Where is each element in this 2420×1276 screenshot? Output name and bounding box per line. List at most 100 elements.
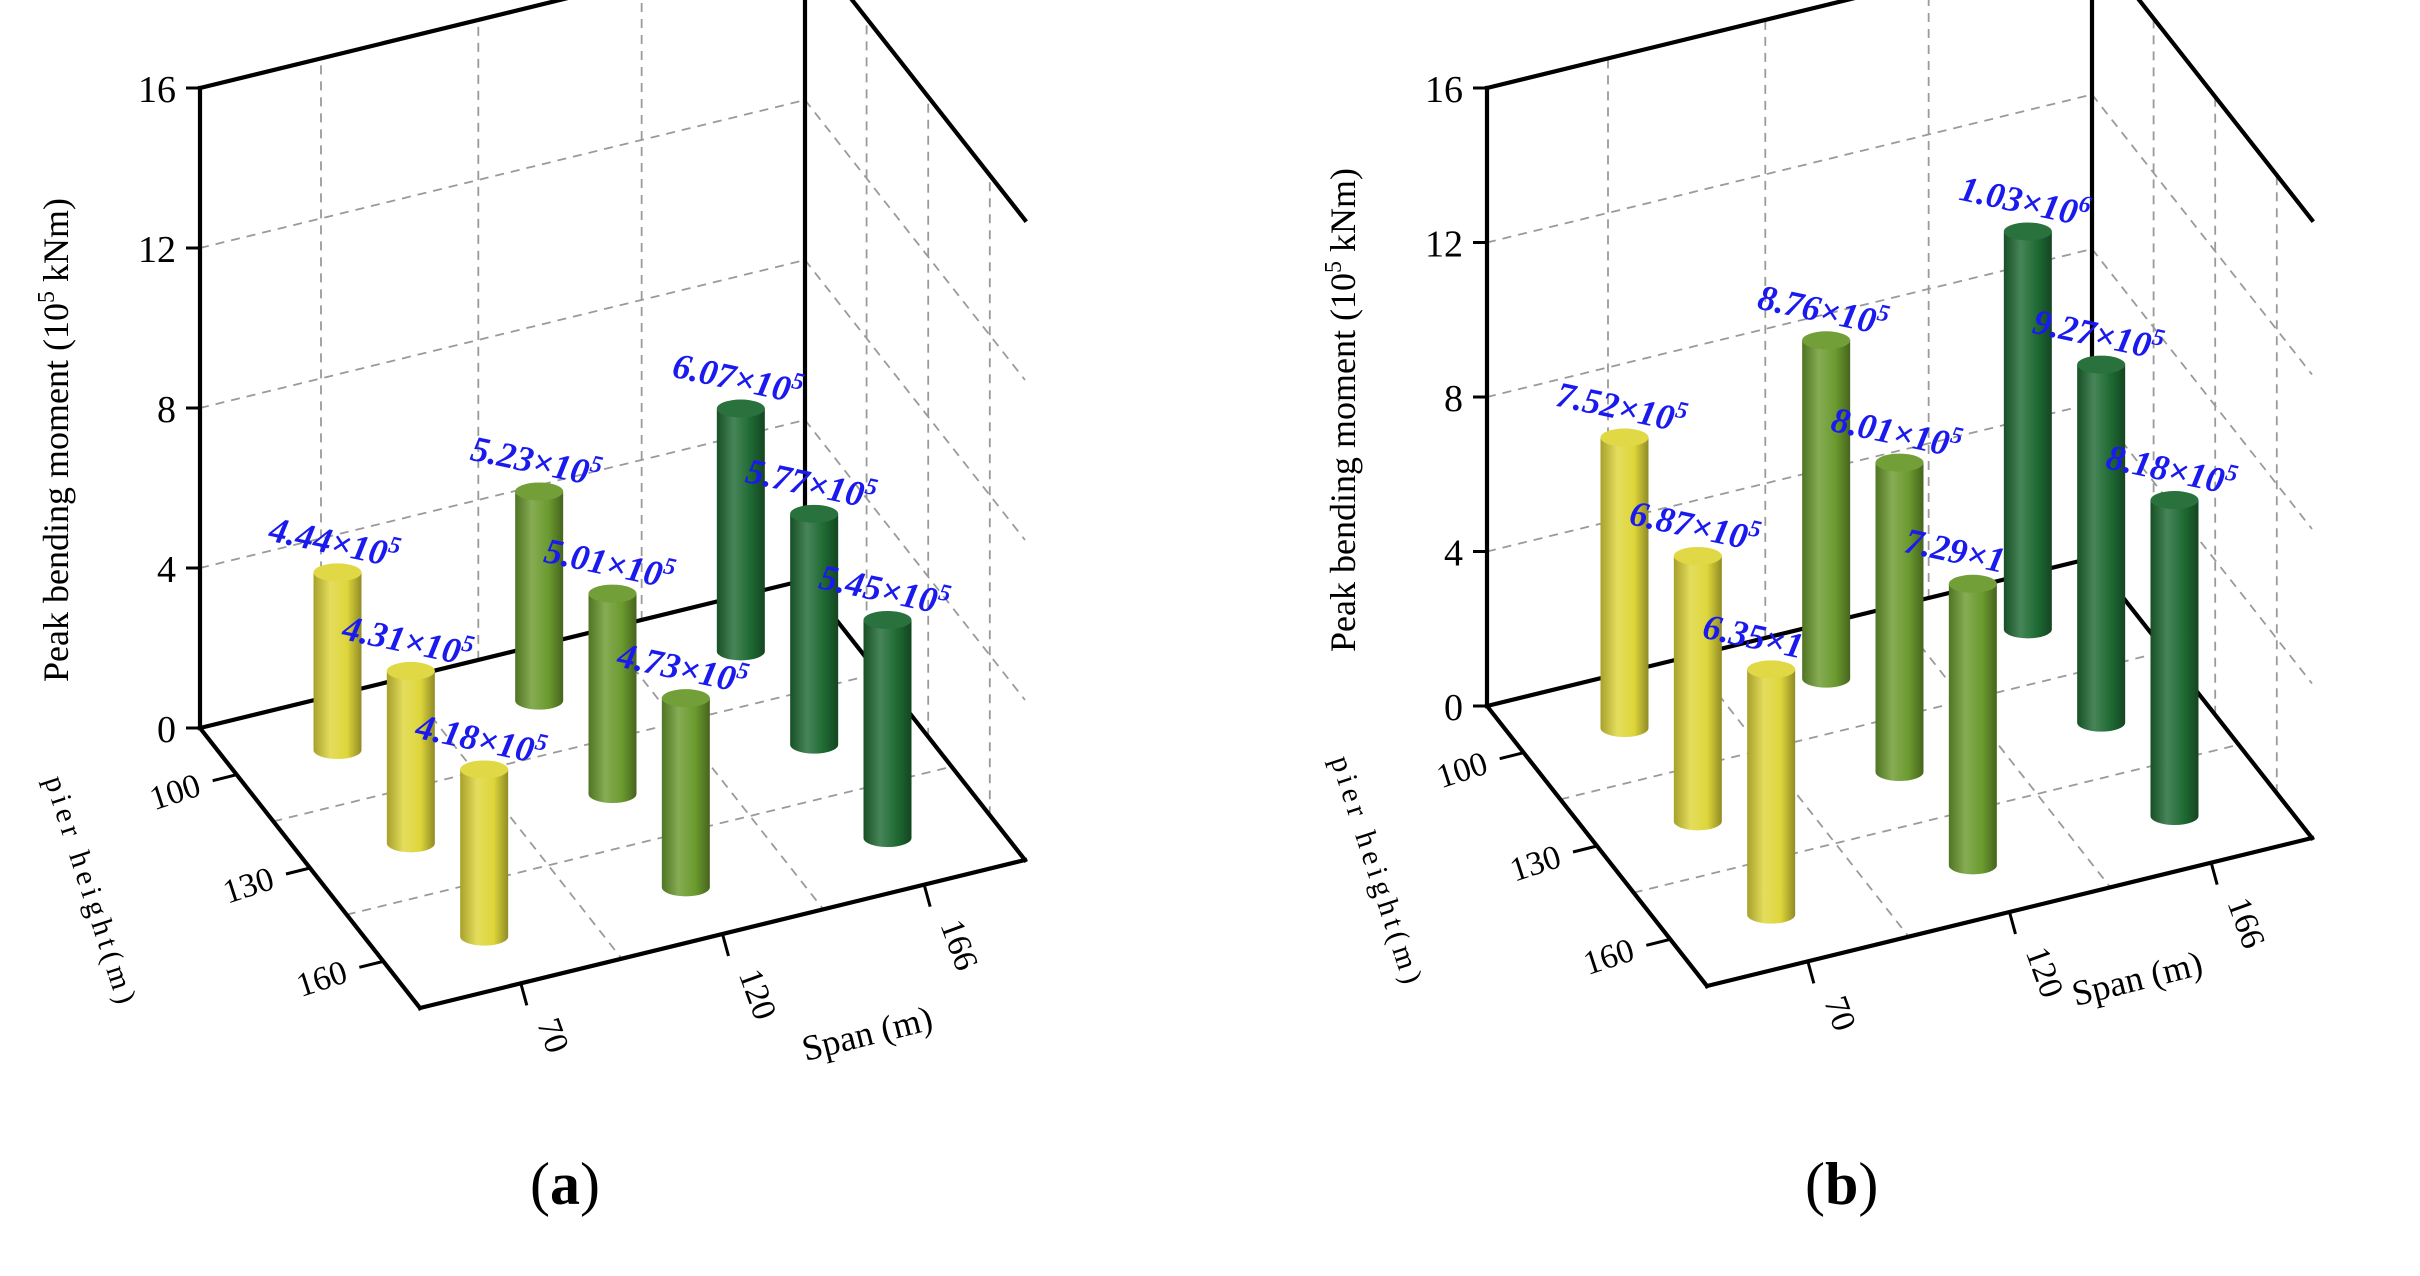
x-axis-title: Span (m)	[798, 998, 937, 1069]
x-tick-label: 120	[731, 964, 783, 1025]
bar-cylinder	[2003, 231, 2052, 639]
x-tick-label: 166	[2220, 893, 2272, 954]
bar-value-label-exp: 5	[863, 473, 880, 501]
bar-value-label-exp: 5	[588, 451, 605, 479]
gridline	[273, 672, 879, 823]
y-tick	[358, 959, 384, 969]
z-axis-title: Peak bending moment (105 kNm)	[34, 198, 76, 682]
gridline	[199, 259, 806, 409]
bar-top	[1802, 331, 1851, 350]
bar-value-label-exp: 5	[789, 368, 806, 396]
bar-166-130	[2077, 355, 2126, 732]
bar-top	[716, 399, 765, 418]
bar-value-label-text: 7.52×10	[1553, 374, 1678, 438]
x-tick-label: 166	[933, 915, 985, 976]
y-tick-label: 130	[1506, 838, 1566, 889]
axis-line	[197, 0, 569, 91]
bar-top	[386, 661, 435, 680]
bar-cylinder	[1747, 669, 1796, 924]
bar-cylinder	[588, 593, 637, 803]
bar-top	[1747, 660, 1796, 679]
gridline	[2091, 93, 2313, 376]
y-tick-label: 130	[219, 860, 279, 911]
gridline	[1560, 650, 2166, 801]
bar-cylinder	[1673, 555, 1722, 831]
bar-value-label-text: 6.07×10	[669, 345, 794, 409]
caption-b: (b)	[1805, 1151, 1879, 1217]
chart-panel-b: 0 4 8 12 16 100 130 160 70 120 166 Peak bending mom…	[1321, 0, 2315, 1036]
gridline	[1486, 93, 2093, 244]
z-axis-title-text: Peak bending moment (10	[36, 303, 76, 682]
bar-166-130	[790, 504, 839, 754]
bar-120-100	[1802, 331, 1851, 688]
x-tick-label: 70	[529, 1013, 575, 1058]
bar-cylinder	[2150, 500, 2199, 825]
z-tick-label: 16	[138, 69, 176, 111]
bar-value-label-exp: 5	[2150, 324, 2167, 352]
bar-70-130	[386, 661, 435, 853]
bar-value-label-text: 1.03×10	[1956, 168, 2081, 232]
z-axis-title-tail: kNm)	[1323, 168, 1363, 261]
z-axis-title-tail: kNm)	[36, 198, 76, 291]
z-axis-title-text: Peak bending moment (10	[1323, 273, 1363, 652]
gridline	[804, 259, 1026, 541]
y-axis-title: pier height(m)	[1324, 752, 1430, 993]
bar-value-label-exp: 5	[1746, 516, 1763, 544]
bar-120-160	[661, 689, 710, 897]
z-tick-label: 12	[138, 229, 176, 271]
bar-cylinder	[515, 491, 564, 710]
bar-70-100	[313, 563, 362, 759]
gridline	[1889, 606, 2112, 888]
bar-70-160	[1747, 660, 1796, 924]
bar-cylinder	[2077, 364, 2126, 732]
gridline	[199, 419, 806, 569]
bar-cylinder	[386, 670, 435, 853]
gridline	[2091, 402, 2313, 685]
bar-top	[588, 584, 637, 603]
bar-top	[790, 504, 839, 523]
x-tick	[2209, 862, 2219, 886]
gridline	[602, 628, 825, 910]
y-tick	[212, 773, 238, 783]
z-tick-label: 8	[1444, 378, 1463, 420]
bar-value-label-exp: 5	[2223, 460, 2240, 488]
bar-166-100	[2003, 222, 2052, 639]
z-tick-label: 0	[1444, 687, 1463, 729]
gridline	[1486, 402, 2093, 553]
bar-166-160	[2150, 491, 2199, 825]
gridline	[1486, 248, 2093, 398]
axis-line	[1484, 0, 1856, 91]
bar-top	[460, 760, 509, 779]
caption-b-letter: b	[1824, 1151, 1859, 1217]
y-tick-label: 100	[145, 767, 205, 818]
gridline	[199, 99, 806, 249]
bar-cylinder	[863, 620, 912, 847]
z-tick-label: 0	[157, 709, 176, 751]
gridline	[804, 99, 1026, 381]
gridline	[2091, 248, 2313, 530]
y-tick-label: 160	[1579, 932, 1639, 983]
bar-cylinder	[790, 513, 839, 754]
caption-a: (a)	[530, 1151, 600, 1217]
bar-value-label-exp: 6	[2076, 191, 2093, 219]
gridline	[1633, 743, 2239, 894]
axis-line	[2136, 0, 2315, 223]
gridline	[850, 0, 1026, 221]
x-tick	[1806, 960, 1816, 984]
y-tick	[1645, 937, 1671, 947]
y-tick	[285, 866, 311, 876]
z-axis-title-sup: 5	[1321, 261, 1347, 273]
y-axis-title: pier height(m)	[38, 772, 144, 1013]
z-tick-label: 4	[157, 549, 176, 591]
z-tick-label: 16	[1425, 69, 1463, 111]
bar-top	[1948, 574, 1997, 593]
bar-70-100	[1600, 428, 1649, 738]
bar-top	[661, 689, 710, 708]
bar-70-130	[1673, 546, 1722, 831]
z-tick-label: 12	[1425, 224, 1463, 266]
bar-value-label-exp: 5	[386, 532, 403, 560]
bar-cylinder	[313, 572, 362, 759]
axis-line	[2089, 555, 2315, 841]
gridline	[400, 678, 623, 960]
